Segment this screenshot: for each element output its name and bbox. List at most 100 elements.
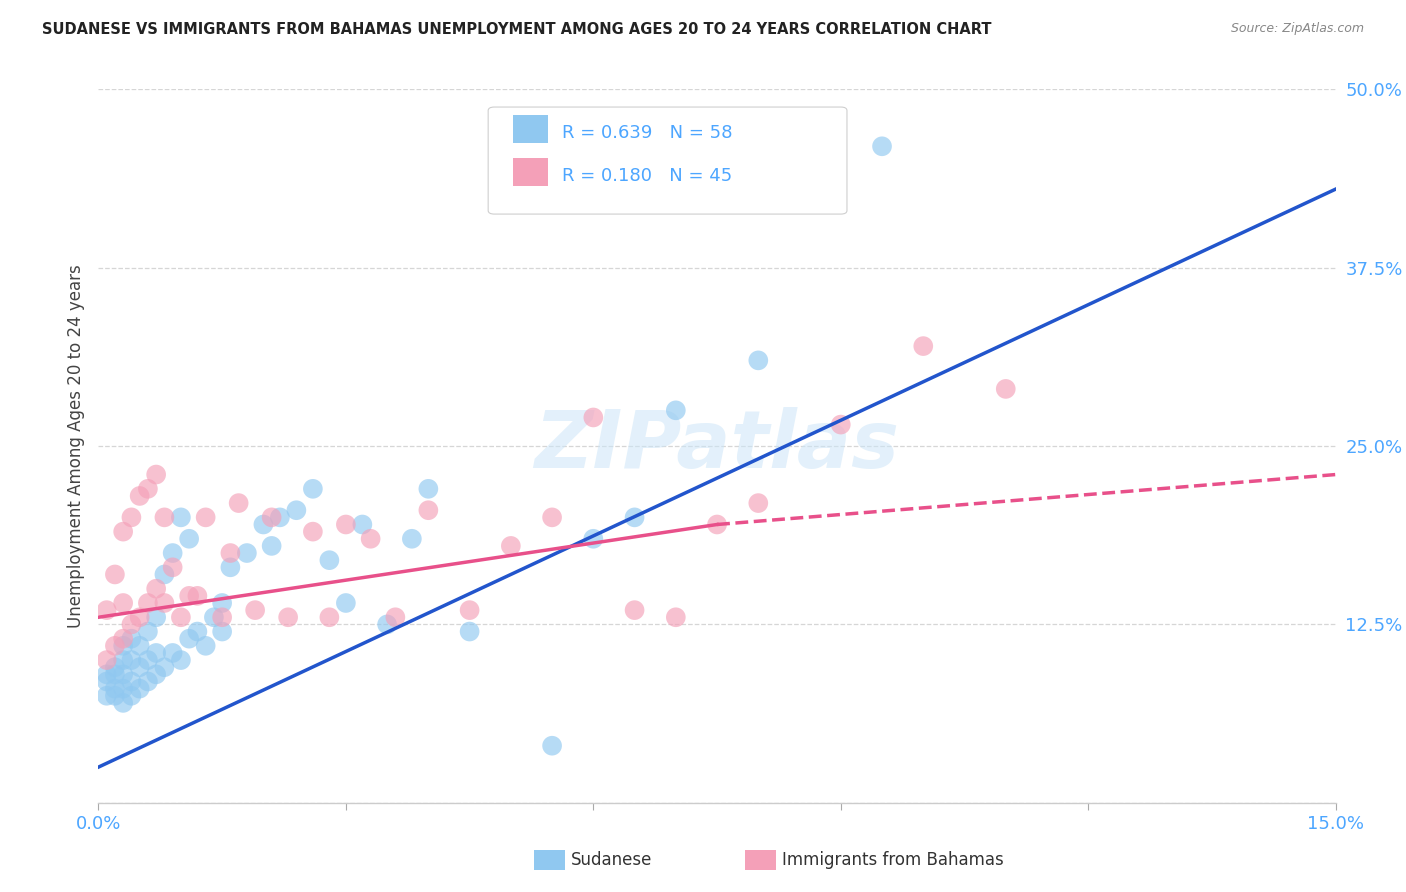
Point <box>243 603 266 617</box>
Point <box>96 667 118 681</box>
Text: SUDANESE VS IMMIGRANTS FROM BAHAMAS UNEMPLOYMENT AMONG AGES 20 TO 24 YEARS CORRE: SUDANESE VS IMMIGRANTS FROM BAHAMAS UNEM… <box>42 22 991 37</box>
Text: Sudanese: Sudanese <box>571 851 652 869</box>
Point <box>665 403 688 417</box>
Point <box>104 689 127 703</box>
Point <box>128 489 150 503</box>
Point <box>120 617 142 632</box>
Point <box>112 667 135 681</box>
Point <box>120 689 142 703</box>
Point <box>219 546 242 560</box>
Text: ZIPatlas: ZIPatlas <box>534 407 900 485</box>
Point <box>623 510 645 524</box>
Bar <box>513 158 547 186</box>
Point <box>582 410 605 425</box>
Text: Source: ZipAtlas.com: Source: ZipAtlas.com <box>1230 22 1364 36</box>
Point <box>541 739 564 753</box>
Y-axis label: Unemployment Among Ages 20 to 24 years: Unemployment Among Ages 20 to 24 years <box>66 264 84 628</box>
Point <box>128 660 150 674</box>
Text: R = 0.180   N = 45: R = 0.180 N = 45 <box>562 168 733 186</box>
Point <box>170 610 193 624</box>
Point <box>128 681 150 696</box>
Point <box>747 496 769 510</box>
Point <box>747 353 769 368</box>
Text: Immigrants from Bahamas: Immigrants from Bahamas <box>782 851 1004 869</box>
Point <box>145 646 167 660</box>
Point <box>112 639 135 653</box>
Point <box>136 482 159 496</box>
Text: R = 0.639   N = 58: R = 0.639 N = 58 <box>562 125 733 143</box>
Point <box>153 567 176 582</box>
Point <box>870 139 893 153</box>
Point <box>136 653 159 667</box>
Point <box>145 582 167 596</box>
Point <box>418 482 440 496</box>
Point <box>104 660 127 674</box>
Point <box>128 639 150 653</box>
FancyBboxPatch shape <box>488 107 846 214</box>
Point <box>318 553 340 567</box>
Point <box>104 681 127 696</box>
Point <box>112 696 135 710</box>
Point <box>458 603 481 617</box>
Point <box>162 546 184 560</box>
Point <box>162 560 184 574</box>
Point <box>145 467 167 482</box>
Point <box>112 653 135 667</box>
Point <box>352 517 374 532</box>
Bar <box>513 115 547 143</box>
Point <box>706 517 728 532</box>
Point <box>96 653 118 667</box>
Point <box>375 617 398 632</box>
Point <box>318 610 340 624</box>
Point <box>202 610 225 624</box>
Point <box>211 596 233 610</box>
Point <box>145 610 167 624</box>
Point <box>418 503 440 517</box>
Point <box>285 503 308 517</box>
Point <box>499 539 522 553</box>
Point <box>112 596 135 610</box>
Point <box>112 632 135 646</box>
Point <box>179 532 201 546</box>
Point <box>623 603 645 617</box>
Point <box>128 610 150 624</box>
Point <box>170 653 193 667</box>
Point <box>302 524 325 539</box>
Point <box>401 532 423 546</box>
Point <box>236 546 259 560</box>
Point <box>136 596 159 610</box>
Point <box>104 667 127 681</box>
Point <box>360 532 382 546</box>
Point <box>170 510 193 524</box>
Point <box>277 610 299 624</box>
Point <box>912 339 935 353</box>
Point <box>665 610 688 624</box>
Point <box>186 624 208 639</box>
Point <box>541 510 564 524</box>
Point <box>96 603 118 617</box>
Point <box>96 689 118 703</box>
Point <box>104 639 127 653</box>
Point <box>302 482 325 496</box>
Point <box>384 610 406 624</box>
Point <box>153 660 176 674</box>
Point <box>228 496 250 510</box>
Point <box>153 510 176 524</box>
Point <box>120 653 142 667</box>
Point <box>179 589 201 603</box>
Point <box>194 639 217 653</box>
Point <box>211 610 233 624</box>
Point <box>120 510 142 524</box>
Point <box>252 517 274 532</box>
Point <box>120 632 142 646</box>
Point <box>145 667 167 681</box>
Point <box>830 417 852 432</box>
Point <box>136 624 159 639</box>
Point <box>112 681 135 696</box>
Point <box>186 589 208 603</box>
Point <box>120 674 142 689</box>
Point <box>194 510 217 524</box>
Point <box>153 596 176 610</box>
Point <box>260 539 283 553</box>
Point <box>458 624 481 639</box>
